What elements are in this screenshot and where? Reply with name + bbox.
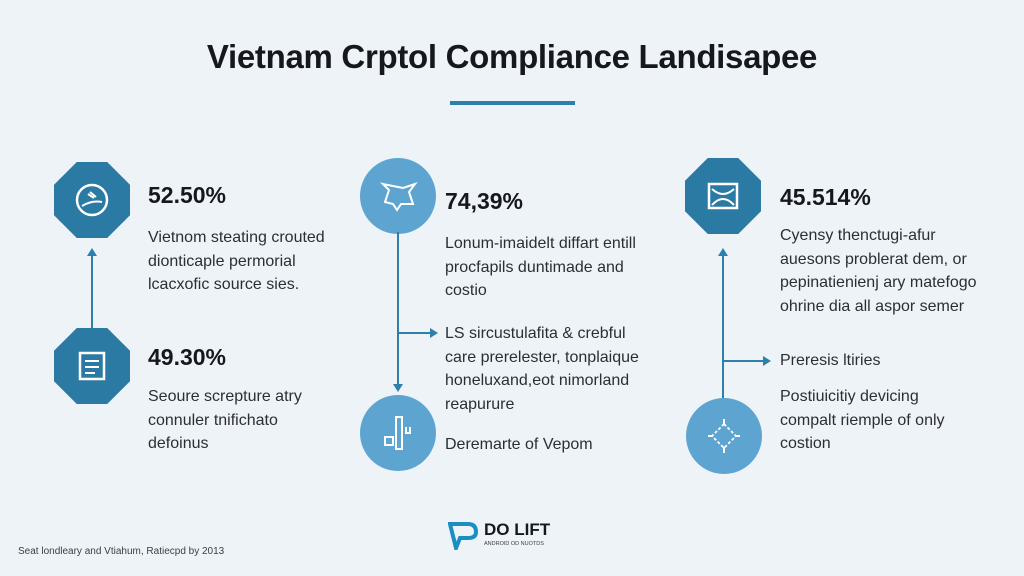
arrow-right-icon xyxy=(430,328,438,338)
map-icon xyxy=(360,158,436,234)
text-line: costion xyxy=(780,435,831,452)
blocks-icon xyxy=(360,395,436,471)
text-line: connuler tnifichato xyxy=(148,411,278,429)
logo-tagline: ANDROID OD NUOTDS xyxy=(484,541,544,547)
text-line: Seoure screpture atry xyxy=(148,388,302,405)
text-line: procfapils duntimade and xyxy=(445,258,624,276)
branch-description: Preresis ltiries xyxy=(780,349,880,373)
text-line: reapurure xyxy=(445,395,515,413)
text-line: Vietnom steating crouted xyxy=(148,229,325,246)
envelope-icon xyxy=(685,158,761,234)
source-note: Seat londleary and Vtiahum, Ratiecpd by … xyxy=(18,546,225,557)
network-icon xyxy=(686,398,762,474)
stat-description: Deremarte of Vepom xyxy=(445,433,593,457)
stat-value: 52.50% xyxy=(148,182,227,208)
text-line: compalt riemple of only xyxy=(780,411,945,429)
stat-description: Cyensy thenctugi-afur auesons problerat … xyxy=(780,224,977,318)
text-line: defoinus xyxy=(148,435,209,452)
connector-line xyxy=(397,232,399,384)
branch-line xyxy=(723,360,763,362)
title-underline xyxy=(450,101,575,105)
stat-value: 49.30% xyxy=(148,344,227,370)
stat-value: 74,39% xyxy=(445,188,524,214)
arrow-up-icon xyxy=(87,248,97,256)
stat-description: Postiuicitiy devicing compalt riemple of… xyxy=(780,385,945,456)
connector-line xyxy=(722,254,724,402)
logo-name: DO LIFT xyxy=(484,520,551,539)
text-line: auesons problerat dem, or xyxy=(780,250,967,268)
text-line: Postiuicitiy devicing xyxy=(780,388,919,405)
logo-icon xyxy=(447,520,479,555)
arrow-right-icon xyxy=(763,356,771,366)
text-line: care prerelester, tonplaique xyxy=(445,348,639,366)
text-line: costio xyxy=(445,282,487,299)
stat-value: 45.514% xyxy=(780,184,871,210)
connector-line xyxy=(91,254,93,330)
text-line: Cyensy thenctugi-afur xyxy=(780,227,936,244)
text-line: Preresis ltiries xyxy=(780,352,881,369)
text-line: honeluxand,eot nimorland xyxy=(445,372,630,389)
arrow-down-icon xyxy=(393,384,403,392)
text-line: Deremarte of Vepom xyxy=(445,436,593,453)
stat-description: Vietnom steating crouted dionticaple per… xyxy=(148,226,325,297)
branch-description: LS sircustulafita & crebful care prerele… xyxy=(445,322,639,416)
page-title: Vietnam Crptol Compliance Landisapee xyxy=(206,38,818,75)
text-line: lcacxofic source sies. xyxy=(148,276,300,293)
arrow-up-icon xyxy=(718,248,728,256)
branch-line xyxy=(398,332,430,334)
stat-description: Lonum-imaidelt diffart entill procfapils… xyxy=(445,232,636,303)
stat-description: Seoure screpture atry connuler tnifichat… xyxy=(148,385,302,456)
text-line: ohrine dia all aspor semer xyxy=(780,297,965,315)
hand-coin-icon xyxy=(54,162,130,238)
text-line: Lonum-imaidelt diffart entill xyxy=(445,235,636,252)
text-line: dionticaple permorial xyxy=(148,252,296,270)
text-line: pepinatienienj ary matefogo xyxy=(780,274,977,291)
document-icon xyxy=(54,328,130,404)
text-line: LS sircustulafita & crebful xyxy=(445,325,626,342)
